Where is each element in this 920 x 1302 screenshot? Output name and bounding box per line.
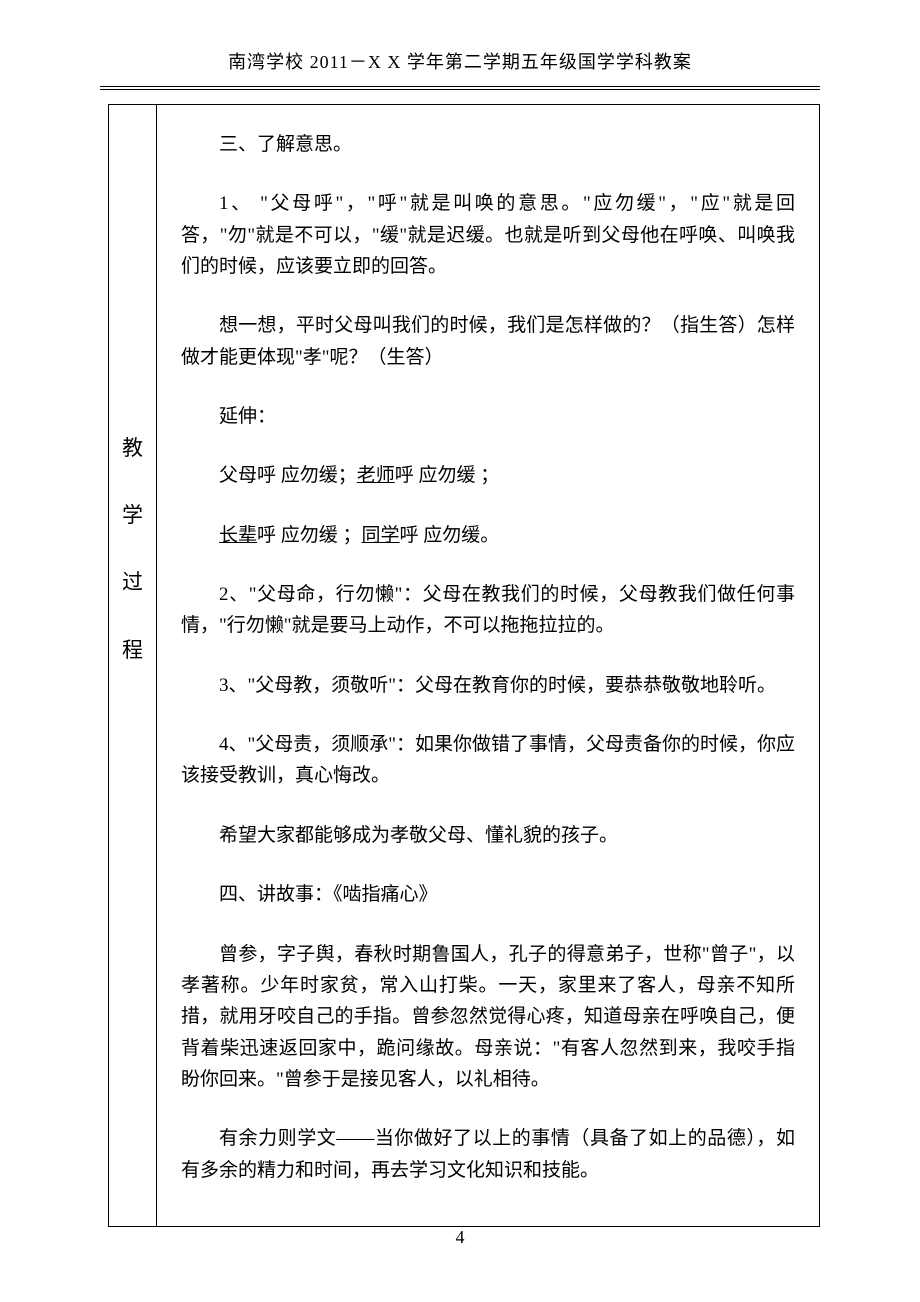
text-underline-teacher: 老师 <box>357 465 395 486</box>
text-plain: 呼 应勿缓 ； <box>257 525 362 546</box>
paragraph-line2: 长辈呼 应勿缓 ；同学呼 应勿缓。 <box>181 520 795 551</box>
paragraph-think: 想一想，平时父母叫我们的时候，我们是怎样做的？（指生答）怎样做才能更体现"孝"呢… <box>181 310 795 373</box>
paragraph-hope: 希望大家都能够成为孝敬父母、懂礼貌的孩子。 <box>181 820 795 851</box>
paragraph-2: 2、"父母命，行勿懒"：父母在教我们的时候，父母教我们做任何事情，"行勿懒"就是… <box>181 579 795 642</box>
paragraph-story: 曾参，字子舆，春秋时期鲁国人，孔子的得意弟子，世称"曾子"，以孝著称。少年时家贫… <box>181 939 795 1096</box>
page-number: 4 <box>0 1227 920 1248</box>
paragraph-extend: 延伸： <box>181 401 795 432</box>
header-rule-bottom <box>100 89 820 90</box>
text-underline-classmate: 同学 <box>362 525 400 546</box>
text-underline-elder: 长辈 <box>219 525 257 546</box>
text-plain: 呼 应勿缓 ； <box>395 465 500 486</box>
paragraph-final: 有余力则学文——当你做好了以上的事情（具备了如上的品德），如有多余的精力和时间，… <box>181 1123 795 1186</box>
side-char-2: 学 <box>109 482 156 549</box>
paragraph-4: 4、"父母责，须顺承"：如果你做错了事情，父母责备你的时候，你应该接受教训，真心… <box>181 729 795 792</box>
paragraph-3: 3、"父母教，须敬听"：父母在教育你的时候，要恭恭敬敬地聆听。 <box>181 670 795 701</box>
paragraph-1: 1、 "父母呼"，"呼"就是叫唤的意思。"应勿缓"，"应"就是回答，"勿"就是不… <box>181 188 795 282</box>
page-header: 南湾学校 2011－X X 学年第二学期五年级国学学科教案 <box>0 0 920 82</box>
side-char-4: 程 <box>109 617 156 684</box>
side-label-cell: 教 学 过 程 <box>109 105 157 1227</box>
header-rule-top <box>100 86 820 87</box>
section-heading-4: 四、讲故事：《啮指痛心》 <box>181 879 795 910</box>
section-heading-3: 三、了解意思。 <box>181 129 795 160</box>
text-plain: 父母呼 应勿缓； <box>219 465 357 486</box>
side-char-1: 教 <box>109 415 156 482</box>
paragraph-line1: 父母呼 应勿缓；老师呼 应勿缓 ； <box>181 460 795 491</box>
side-char-3: 过 <box>109 549 156 616</box>
lesson-plan-table: 教 学 过 程 三、了解意思。 1、 "父母呼"，"呼"就是叫唤的意思。"应勿缓… <box>108 104 820 1227</box>
main-content-cell: 三、了解意思。 1、 "父母呼"，"呼"就是叫唤的意思。"应勿缓"，"应"就是回… <box>157 105 820 1227</box>
text-plain: 呼 应勿缓。 <box>400 525 500 546</box>
